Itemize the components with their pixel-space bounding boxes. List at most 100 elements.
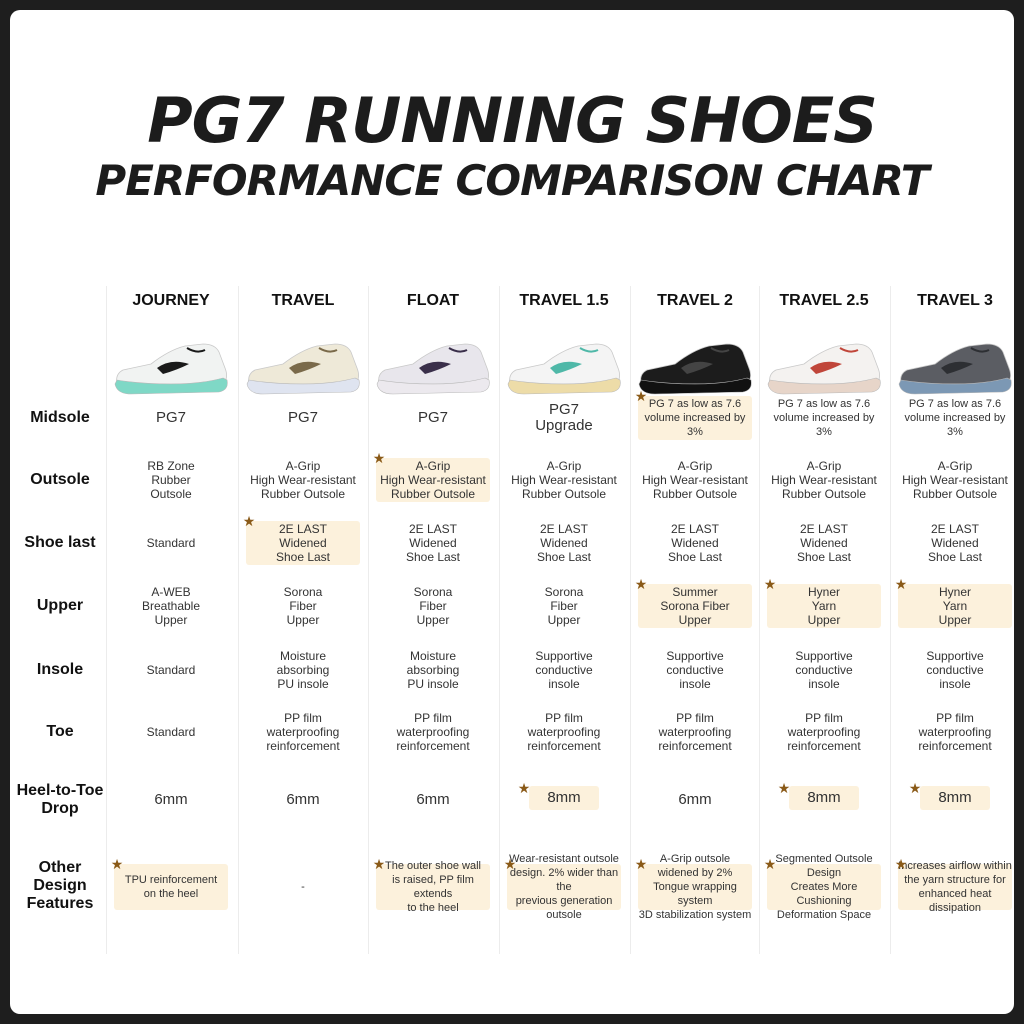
- table-cell: Moisture absorbing PU insole: [246, 648, 360, 692]
- cell-text: PP film waterproofing reinforcement: [266, 711, 340, 753]
- cell-text: Hyner Yarn Upper: [807, 585, 841, 627]
- comparison-chart-card: PG7 RUNNING SHOES PERFORMANCE COMPARISON…: [10, 10, 1014, 1014]
- page-title: PG7 RUNNING SHOES: [147, 84, 878, 157]
- cell-text: 2E LAST Widened Shoe Last: [796, 522, 852, 564]
- star-icon: ★: [777, 781, 791, 797]
- star-icon: ★: [894, 857, 908, 873]
- cell-text: PP film waterproofing reinforcement: [787, 711, 861, 753]
- row-label-insole: Insole: [36, 661, 84, 678]
- table-cell: PG 7 as low as 7.6 volume increased by 3…: [635, 390, 752, 440]
- star-icon: ★: [894, 577, 908, 593]
- cell-text: Sorona Fiber Upper: [544, 585, 584, 627]
- table-cell: A-Grip High Wear-resistant Rubber Outsol…: [638, 458, 752, 502]
- column-divider: [759, 286, 760, 954]
- cell-text: Moisture absorbing PU insole: [276, 649, 330, 691]
- cell-text: PG 7 as low as 7.6 volume increased by 3…: [644, 398, 746, 438]
- shoe-image: [504, 328, 624, 398]
- table-cell: 6mm: [376, 776, 490, 824]
- cell-text: PG7: [417, 409, 448, 426]
- table-cell: RB Zone Rubber Outsole: [114, 458, 228, 502]
- row-label-upper: Upper: [36, 597, 84, 614]
- table-cell: Segmented Outsole Design Creates More Cu…: [764, 853, 881, 921]
- cell-text: 2E LAST Widened Shoe Last: [405, 522, 461, 564]
- star-icon: ★: [634, 389, 648, 405]
- cell-text: A-WEB Breathable Upper: [141, 585, 201, 627]
- model-header: TRAVEL 2.5: [779, 292, 869, 309]
- cell-text: TPU reinforcement on the heel: [124, 874, 218, 900]
- star-icon: ★: [634, 857, 648, 873]
- cell-text: PP film waterproofing reinforcement: [396, 711, 470, 753]
- table-cell: 6mm: [114, 776, 228, 824]
- table-cell: Sorona Fiber Upper: [507, 584, 621, 628]
- cell-text: 6mm: [154, 791, 188, 808]
- table-cell: Increases airflow within the yarn struct…: [895, 858, 1012, 914]
- table-cell: PG7: [114, 396, 228, 440]
- shoe-image: [895, 328, 1014, 398]
- cell-text: 2E LAST Widened Shoe Last: [927, 522, 983, 564]
- table-cell: 8mm ★: [518, 782, 599, 810]
- cell-text: 6mm: [678, 791, 712, 808]
- table-cell: Wear-resistant outsole design. 2% wider …: [504, 853, 621, 921]
- cell-text: A-Grip High Wear-resistant Rubber Outsol…: [250, 459, 356, 501]
- table-cell: Supportive conductive insole: [507, 648, 621, 692]
- row-label-drop: Heel-to-Toe Drop: [16, 782, 104, 817]
- table-cell: Sorona Fiber Upper: [246, 584, 360, 628]
- table-cell: A-Grip High Wear-resistant Rubber Outsol…: [246, 458, 360, 502]
- cell-text: PP film waterproofing reinforcement: [658, 711, 732, 753]
- cell-text: The outer shoe wall is raised, PP film e…: [385, 860, 481, 914]
- cell-text: 8mm: [547, 789, 581, 806]
- shoe-image: [243, 328, 363, 398]
- table-cell: Standard: [114, 521, 228, 565]
- star-icon: ★: [372, 451, 386, 467]
- cell-text: Wear-resistant outsole design. 2% wider …: [509, 853, 619, 921]
- cell-text: Summer Sorona Fiber Upper: [660, 585, 730, 627]
- table-cell: 2E LAST Widened Shoe Last: [767, 521, 881, 565]
- table-cell: 2E LAST Widened Shoe Last: [898, 521, 1012, 565]
- cell-text: Supportive conductive insole: [795, 649, 853, 691]
- table-cell: PP film waterproofing reinforcement: [898, 710, 1012, 754]
- table-cell: A-WEB Breathable Upper: [114, 584, 228, 628]
- cell-text: Supportive conductive insole: [666, 649, 724, 691]
- model-header: TRAVEL 1.5: [519, 292, 609, 309]
- table-cell: PG7: [376, 396, 490, 440]
- star-icon: ★: [517, 781, 531, 797]
- table-cell: Standard: [114, 710, 228, 754]
- cell-text: 6mm: [416, 791, 450, 808]
- cell-text: PG7: [287, 409, 318, 426]
- table-cell: Supportive conductive insole: [898, 648, 1012, 692]
- model-header: TRAVEL: [271, 292, 335, 309]
- table-cell: -: [246, 864, 360, 910]
- model-header: FLOAT: [406, 292, 460, 309]
- cell-text: RB Zone Rubber Outsole: [147, 459, 195, 501]
- cell-text: A-Grip outsole widened by 2% Tongue wrap…: [638, 853, 752, 921]
- cell-text: 6mm: [286, 791, 320, 808]
- table-cell: 2E LAST Widened Shoe Last: [376, 521, 490, 565]
- table-cell: PG 7 as low as 7.6 volume increased by 3…: [767, 396, 881, 440]
- table-cell: Supportive conductive insole: [638, 648, 752, 692]
- cell-text: Increases airflow within the yarn struct…: [898, 860, 1012, 914]
- table-cell: The outer shoe wall is raised, PP film e…: [373, 858, 490, 914]
- cell-text: PG7: [155, 409, 186, 426]
- table-cell: 2E LAST Widened Shoe Last: [638, 521, 752, 565]
- cell-text: 2E LAST Widened Shoe Last: [536, 522, 592, 564]
- cell-text: Sorona Fiber Upper: [413, 585, 453, 627]
- table-cell: Hyner Yarn Upper ★: [895, 578, 1012, 628]
- table-cell: 8mm ★: [909, 782, 990, 810]
- star-icon: ★: [372, 857, 386, 873]
- table-cell: TPU reinforcement on the heel ★: [111, 858, 228, 910]
- table-cell: PP film waterproofing reinforcement: [767, 710, 881, 754]
- cell-text: 8mm: [807, 789, 841, 806]
- page-subtitle: PERFORMANCE COMPARISON CHART: [95, 156, 929, 205]
- cell-text: Supportive conductive insole: [535, 649, 593, 691]
- cell-text: Hyner Yarn Upper: [938, 585, 972, 627]
- star-icon: ★: [908, 781, 922, 797]
- column-divider: [890, 286, 891, 954]
- table-cell: Hyner Yarn Upper ★: [764, 578, 881, 628]
- table-cell: A-Grip High Wear-resistant Rubber Outsol…: [373, 452, 490, 502]
- star-icon: ★: [634, 577, 648, 593]
- column-divider: [368, 286, 369, 954]
- model-header: JOURNEY: [132, 292, 210, 309]
- star-icon: ★: [763, 577, 777, 593]
- table-cell: PP film waterproofing reinforcement: [246, 710, 360, 754]
- model-header: TRAVEL 2: [657, 292, 733, 309]
